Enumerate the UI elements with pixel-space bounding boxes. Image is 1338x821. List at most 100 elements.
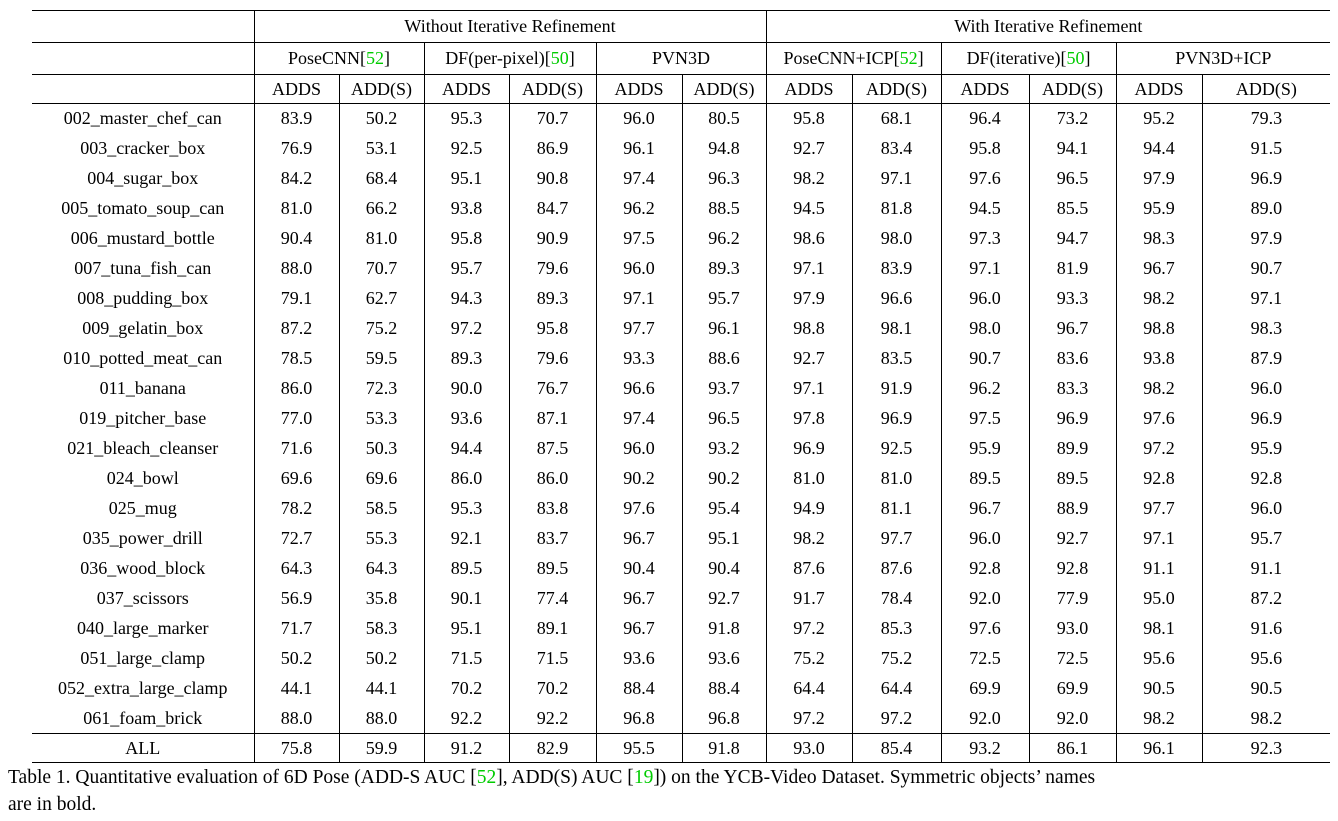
- metric-value: 96.1: [681, 313, 767, 344]
- metric-value: 96.1: [1115, 733, 1203, 763]
- metric-value: 98.3: [1201, 313, 1331, 344]
- metric-value: 95.7: [423, 253, 510, 284]
- metric-value: 88.0: [253, 703, 340, 734]
- metric-value: 98.8: [765, 313, 853, 344]
- metric-value: 71.5: [508, 643, 597, 674]
- method-header-pvn3d-icp: PVN3D+ICP: [1115, 42, 1331, 75]
- metric-value: 94.1: [1028, 133, 1117, 164]
- metric-value: 86.0: [253, 373, 340, 404]
- metric-value: 92.7: [1028, 523, 1117, 554]
- metric-value: 89.3: [508, 283, 597, 314]
- metric-value: 98.3: [1115, 223, 1203, 254]
- metric-value: 97.2: [1115, 433, 1203, 464]
- metric-value: 77.0: [253, 403, 340, 434]
- metric-value: 98.0: [940, 313, 1030, 344]
- metric-value: 87.2: [253, 313, 340, 344]
- table-row: 040_large_marker 71.7 58.3 95.1 89.1 96.7 91.8…: [32, 613, 1331, 644]
- table-row: 021_bleach_cleanser 71.6 50.3 94.4 87.5 96.0 9…: [32, 433, 1331, 464]
- metric-value: 94.4: [423, 433, 510, 464]
- metric-value: 86.0: [423, 463, 510, 494]
- metric-value: 97.5: [940, 403, 1030, 434]
- metric-value: 93.6: [595, 643, 683, 674]
- metric-value: 90.7: [1201, 253, 1331, 284]
- metric-value: 90.0: [423, 373, 510, 404]
- metric-value: 97.5: [595, 223, 683, 254]
- metric-value: 89.5: [940, 463, 1030, 494]
- metric-value: 89.5: [1028, 463, 1117, 494]
- metric-value: 64.4: [765, 673, 853, 704]
- metric-value: 98.2: [1115, 283, 1203, 314]
- table-caption: Table 1. Quantitative evaluation of 6D P…: [8, 764, 1334, 818]
- metric-value: 98.6: [765, 223, 853, 254]
- metric-value: 97.1: [595, 283, 683, 314]
- metric-value: 93.8: [1115, 343, 1203, 374]
- metric-value: 83.6: [1028, 343, 1117, 374]
- metric-value: 70.2: [423, 673, 510, 704]
- metric-value: 87.6: [765, 553, 853, 584]
- metric-value: 71.5: [423, 643, 510, 674]
- method-header-row: PoseCNN[52] DF(per-pixel)[50] PVN3D PoseCNN…: [32, 42, 1331, 75]
- table-row: 002_master_chef_can 83.9 50.2 95.3 70.7 96.0 8…: [32, 103, 1331, 134]
- metric-value: 68.1: [851, 103, 942, 134]
- object-name: 005_tomato_soup_can: [32, 193, 255, 224]
- metric-value: 58.3: [338, 613, 425, 644]
- citation-ref: 19: [633, 767, 654, 788]
- metric-value: 87.9: [1201, 343, 1331, 374]
- citation-ref: 50: [1066, 48, 1085, 68]
- metric-value: 81.8: [851, 193, 942, 224]
- metric-header-adds: ADD(S): [338, 74, 425, 104]
- metric-value: 95.0: [1115, 583, 1203, 614]
- metric-value: 91.2: [423, 733, 510, 763]
- metric-value: 95.4: [681, 493, 767, 524]
- metric-value: 95.1: [423, 163, 510, 194]
- metric-value: 98.1: [1115, 613, 1203, 644]
- table-row: 037_scissors 56.9 35.8 90.1 77.4 96.7 92.7 91.7…: [32, 583, 1331, 614]
- metric-value: 71.6: [253, 433, 340, 464]
- citation-ref: 52: [899, 48, 918, 68]
- metric-value: 89.0: [1201, 193, 1331, 224]
- metric-value: 44.1: [253, 673, 340, 704]
- metric-value: 92.2: [508, 703, 597, 734]
- metric-value: 91.1: [1201, 553, 1331, 584]
- metric-value: 86.1: [1028, 733, 1117, 763]
- metric-value: 64.3: [253, 553, 340, 584]
- metric-value: 69.6: [253, 463, 340, 494]
- metric-value: 93.3: [1028, 283, 1117, 314]
- metric-value: 94.5: [765, 193, 853, 224]
- metric-value: 89.5: [423, 553, 510, 584]
- metric-value: 91.9: [851, 373, 942, 404]
- metric-value: 97.7: [595, 313, 683, 344]
- metric-value: 90.4: [681, 553, 767, 584]
- table-row: 061_foam_brick 88.0 88.0 92.2 92.2 96.8 96.8 97…: [32, 703, 1331, 734]
- metric-value: 96.9: [1201, 163, 1331, 194]
- object-name: 036_wood_block: [32, 553, 255, 584]
- metric-value: 79.3: [1201, 103, 1331, 134]
- metric-value: 97.9: [765, 283, 853, 314]
- metric-value: 50.3: [338, 433, 425, 464]
- metric-value: 96.9: [851, 403, 942, 434]
- metric-value: 84.7: [508, 193, 597, 224]
- metric-value: 81.0: [765, 463, 853, 494]
- metric-value: 70.7: [338, 253, 425, 284]
- metric-header-adds: ADD(S): [1028, 74, 1117, 104]
- metric-value: 83.7: [508, 523, 597, 554]
- metric-value: 95.7: [681, 283, 767, 314]
- metric-value: 75.2: [765, 643, 853, 674]
- metric-value: 94.4: [1115, 133, 1203, 164]
- metric-value: 91.8: [681, 733, 767, 763]
- metric-value: 96.5: [681, 403, 767, 434]
- metric-value: 87.5: [508, 433, 597, 464]
- metric-value: 95.5: [595, 733, 683, 763]
- metric-value: 87.1: [508, 403, 597, 434]
- metric-value: 96.7: [940, 493, 1030, 524]
- metric-header-adds: ADDS: [423, 74, 510, 104]
- metric-value: 96.2: [595, 193, 683, 224]
- citation-ref: 52: [476, 767, 497, 788]
- metric-value: 88.5: [681, 193, 767, 224]
- metric-value: 94.5: [940, 193, 1030, 224]
- metric-value: 83.5: [851, 343, 942, 374]
- metric-value: 70.2: [508, 673, 597, 704]
- metric-value: 98.2: [765, 523, 853, 554]
- metric-value: 96.9: [765, 433, 853, 464]
